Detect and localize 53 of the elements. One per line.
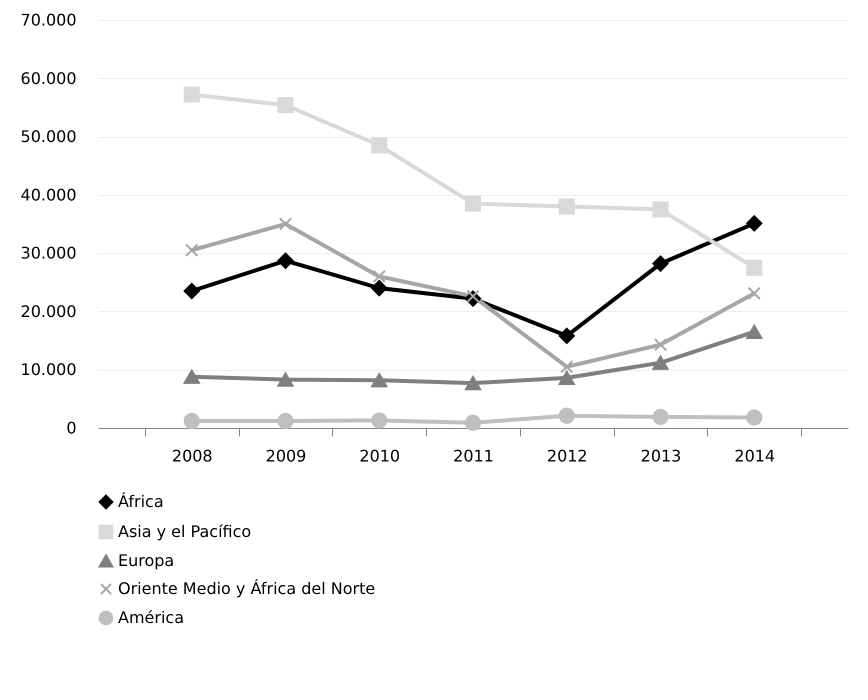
x-tick-label: 2014 [734,446,776,466]
point [371,412,388,428]
point [652,356,669,370]
x-tick-label: 2009 [266,446,306,466]
y-tick-label: 40.000 [20,185,76,204]
point [185,244,198,257]
point [746,409,762,426]
y-tick-label: 20.000 [20,302,76,321]
x-tick-label: 2010 [359,446,400,466]
point [464,376,482,390]
point [184,370,200,384]
y-tick-label: 30.000 [20,244,76,263]
point [746,324,762,339]
point [184,412,200,430]
point [558,198,575,215]
point [464,414,482,431]
x-tick-label: 2012 [546,446,588,466]
point [278,217,292,231]
point [372,270,386,284]
legend-label: Europa [118,551,174,570]
legend-label: América [118,608,184,627]
point [371,137,388,154]
y-tick-label: 50.000 [20,127,76,146]
point [558,328,575,344]
legend-label: Asia y el Pacífico [118,522,252,541]
point [654,338,668,352]
point [277,97,294,114]
point [371,373,388,388]
y-tick-label: 10.000 [20,360,76,380]
point [652,256,669,272]
x-tick-label: 2013 [640,446,682,466]
y-tick-label: 0 [66,418,76,438]
point [277,412,294,430]
x-tick-label: 2011 [453,446,494,466]
y-tick-label: 70.000 [20,10,76,30]
point [652,408,669,425]
legend-label: África [118,492,164,511]
point [371,280,388,296]
point [184,86,200,103]
point [464,196,482,212]
point [184,282,200,300]
point [558,408,575,424]
y-tick-label: 60.000 [20,68,76,88]
point [277,252,294,269]
point [746,260,762,276]
point [560,360,574,374]
point [652,201,669,218]
legend-label: Oriente Medio y África del Norte [118,579,376,598]
point [558,370,575,385]
x-tick-label: 2008 [172,446,213,466]
point [748,286,761,300]
point [746,215,762,232]
point [277,372,294,387]
